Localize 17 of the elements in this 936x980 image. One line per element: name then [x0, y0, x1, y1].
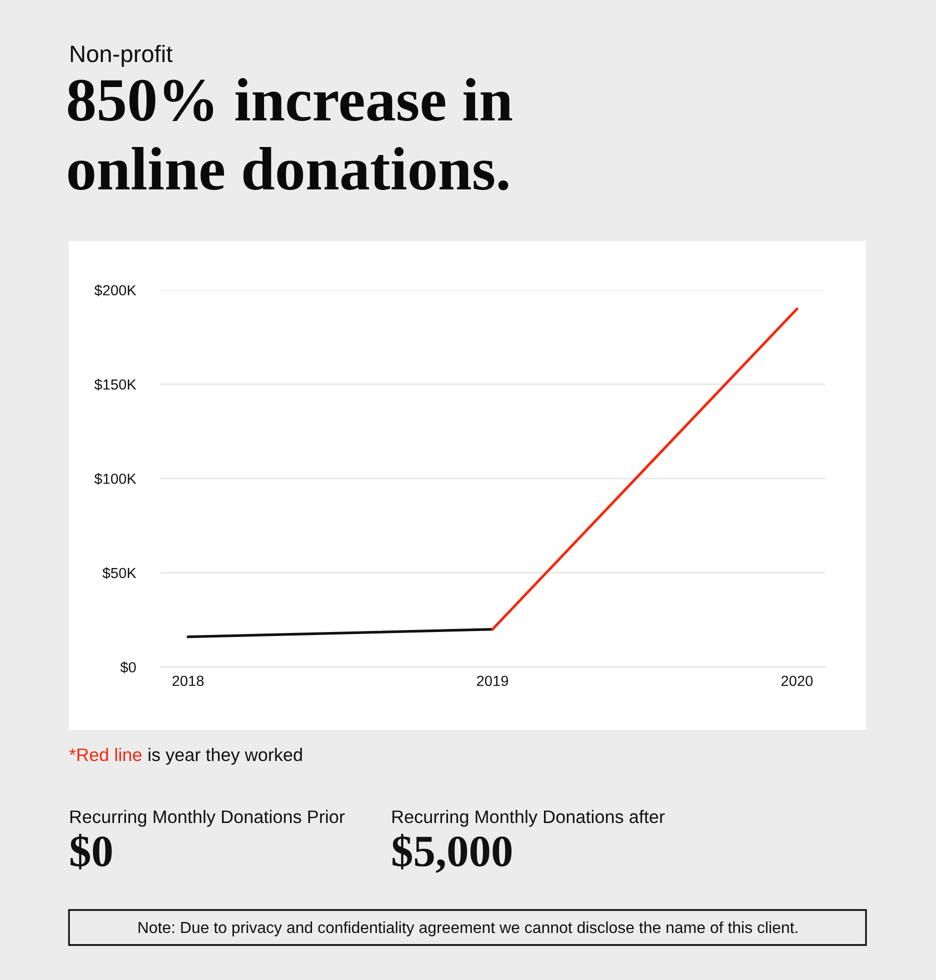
text: $5,000: [392, 834, 512, 873]
y-tick-label: $0: [120, 661, 136, 674]
chart-title: 850% increase in online donations.: [68, 78, 512, 190]
x-tick-label: 2020: [782, 676, 813, 686]
text: Recurring Monthly Donations Prior: [70, 810, 345, 827]
y-tick-label: $150K: [94, 378, 136, 391]
y-tick-label: $200K: [94, 284, 136, 296]
x-tick-label: 2018: [172, 676, 204, 686]
text: Recurring Monthly Donations after: [392, 810, 665, 827]
chart-subtitle: Non-profit: [70, 44, 172, 67]
text: Note: Due to privacy and confidentiality agreement we cannot disclose the name of this client.: [138, 921, 798, 936]
x-tick-label: 2019: [477, 676, 508, 686]
text: *Red line: [69, 748, 142, 762]
text: is year they worked: [148, 748, 302, 765]
text: $0: [70, 834, 112, 870]
y-tick-label: $50K: [102, 567, 136, 580]
y-tick-label: $100K: [94, 472, 136, 485]
